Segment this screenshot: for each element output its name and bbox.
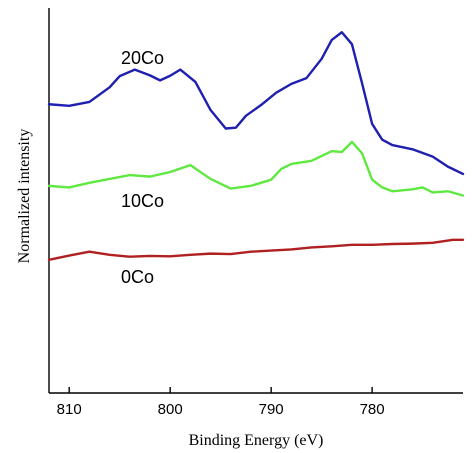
x-tick-label: 780 bbox=[360, 401, 385, 418]
y-axis-title: Normalized intensity bbox=[16, 129, 33, 264]
series-line-10co bbox=[47, 140, 465, 197]
series-label-0co: 0Co bbox=[121, 267, 154, 287]
x-axis-title: Binding Energy (eV) bbox=[189, 432, 324, 449]
series-label-10co: 10Co bbox=[121, 191, 164, 211]
series-line-0co bbox=[47, 238, 465, 261]
series-labels: 20Co 10Co 0Co bbox=[121, 48, 164, 287]
x-tick-label: 810 bbox=[57, 401, 82, 418]
x-axis-ticks: 810 800 790 780 bbox=[57, 387, 385, 418]
series-lines bbox=[47, 31, 465, 261]
series-label-20co: 20Co bbox=[121, 48, 164, 68]
x-tick-label: 800 bbox=[158, 401, 183, 418]
series-line-20co bbox=[47, 31, 465, 176]
x-tick-label: 790 bbox=[259, 401, 284, 418]
